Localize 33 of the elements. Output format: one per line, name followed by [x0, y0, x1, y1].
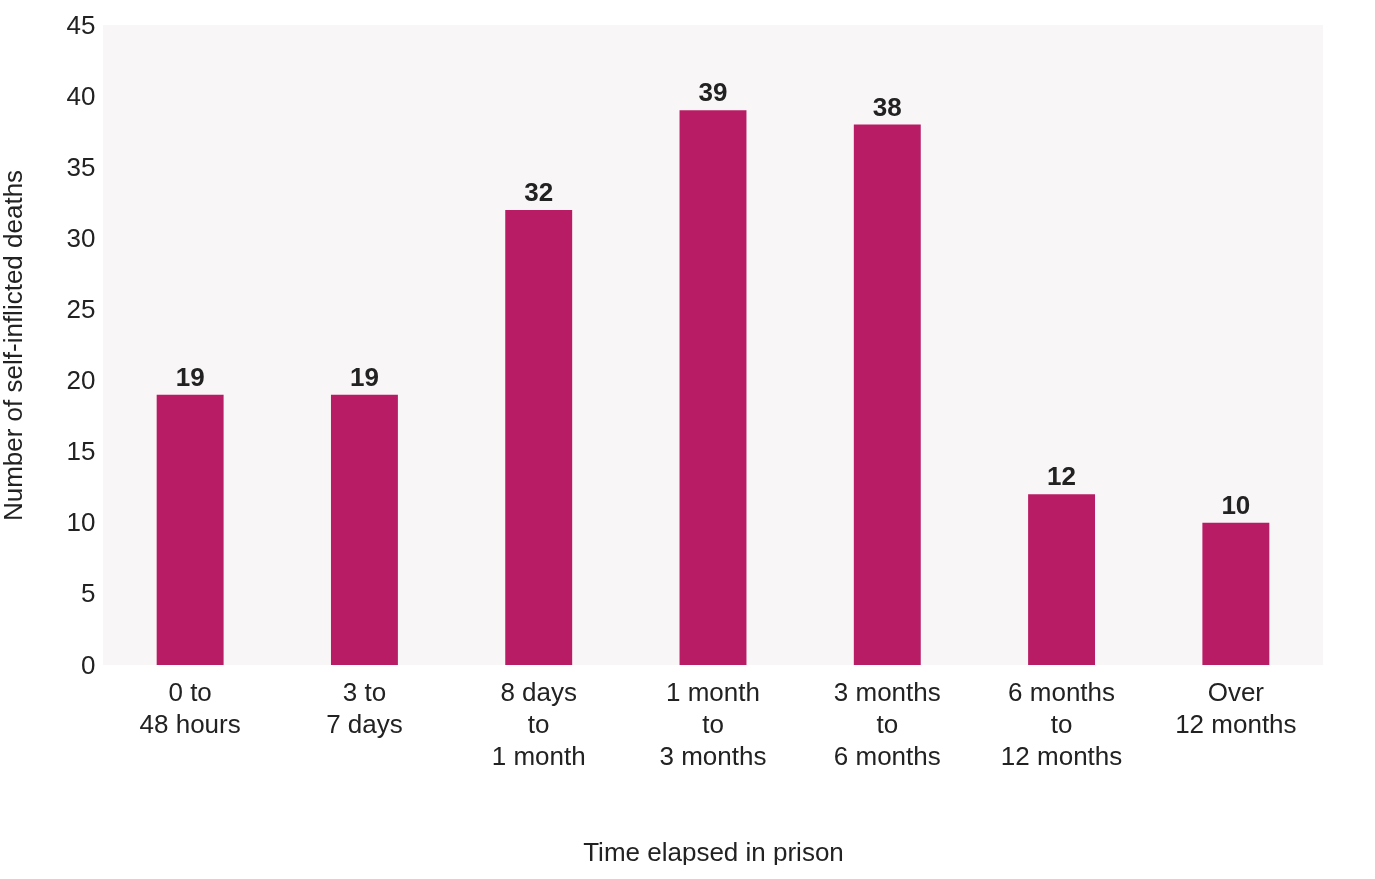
y-axis-title: Number of self-inflicted deaths — [0, 169, 28, 522]
bar — [330, 394, 398, 665]
bar — [679, 110, 747, 665]
data-label: 10 — [1221, 489, 1251, 520]
bar — [156, 394, 224, 665]
bar — [853, 124, 921, 665]
bar — [505, 209, 573, 665]
y-tick-label: 5 — [81, 578, 96, 609]
data-label: 38 — [872, 91, 902, 122]
x-tick-label: 3 to 7 days — [326, 676, 403, 739]
x-tick-label: 8 days to 1 month — [491, 676, 586, 771]
y-tick-label: 35 — [66, 151, 96, 182]
y-tick-label: 15 — [66, 436, 96, 467]
data-label: 32 — [524, 176, 554, 207]
bar — [1202, 522, 1270, 665]
x-tick-label: 0 to 48 hours — [139, 676, 241, 739]
y-tick-label: 30 — [66, 222, 96, 253]
x-tick-label: 6 months to 12 months — [1000, 676, 1123, 771]
data-label: 39 — [698, 77, 728, 108]
x-tick-label: 3 months to 6 months — [833, 676, 941, 771]
y-tick-label: 20 — [66, 365, 96, 396]
x-tick-label: 1 month to 3 months — [659, 676, 767, 771]
x-axis-title: Time elapsed in prison — [583, 836, 844, 867]
y-tick-label: 40 — [66, 80, 96, 111]
data-label: 19 — [349, 361, 379, 392]
data-label: 12 — [1047, 461, 1077, 492]
y-tick-label: 25 — [66, 293, 96, 324]
x-tick-label: Over 12 months — [1175, 676, 1297, 739]
data-label: 19 — [175, 361, 205, 392]
bar — [1028, 494, 1096, 665]
y-tick-label: 10 — [66, 507, 96, 538]
y-tick-label: 0 — [81, 649, 96, 680]
y-tick-label: 45 — [66, 9, 96, 40]
